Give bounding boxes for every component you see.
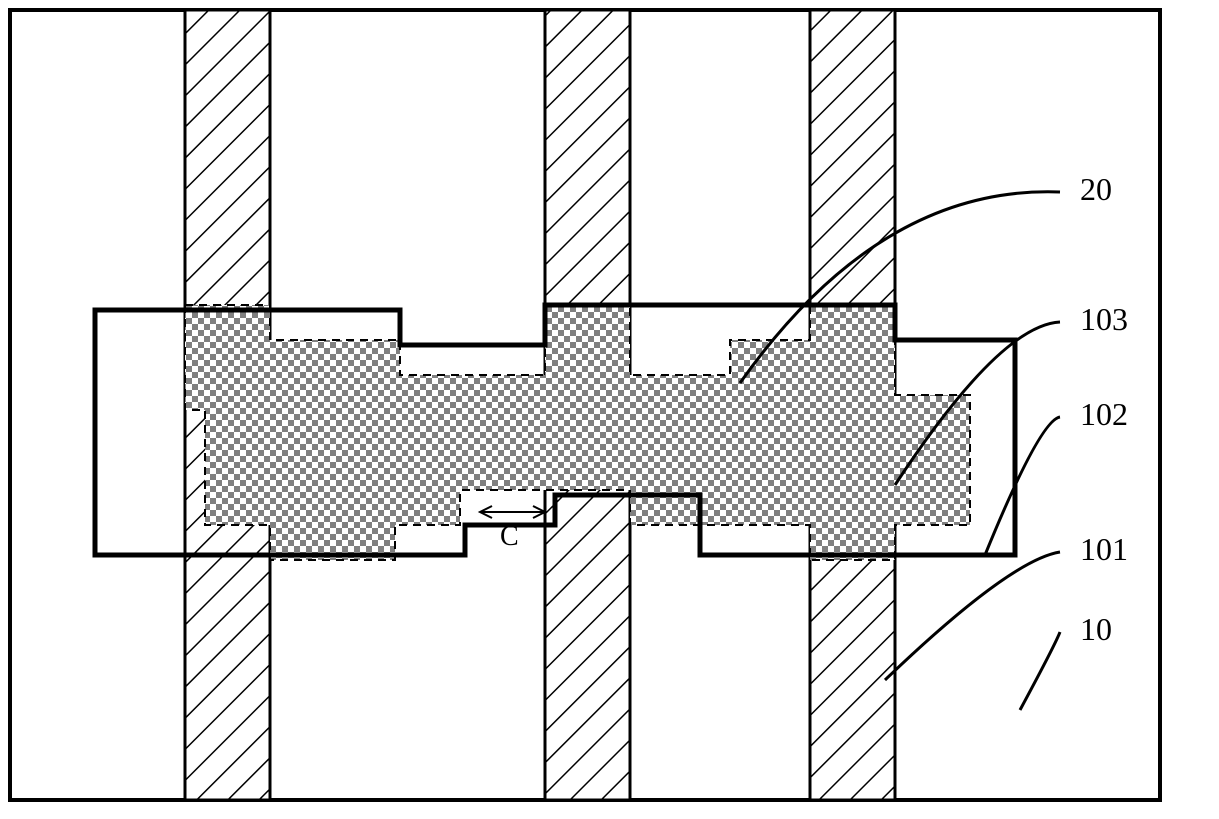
diagram-canvas: C 20 103 102 101 10 <box>0 0 1219 819</box>
leader-label-101: 101 <box>1080 531 1128 567</box>
dimension-label: C <box>500 521 519 552</box>
leader-label-10: 10 <box>1080 611 1112 647</box>
leader-label-20: 20 <box>1080 171 1112 207</box>
leader-label-103: 103 <box>1080 301 1128 337</box>
leader-label-102: 102 <box>1080 396 1128 432</box>
